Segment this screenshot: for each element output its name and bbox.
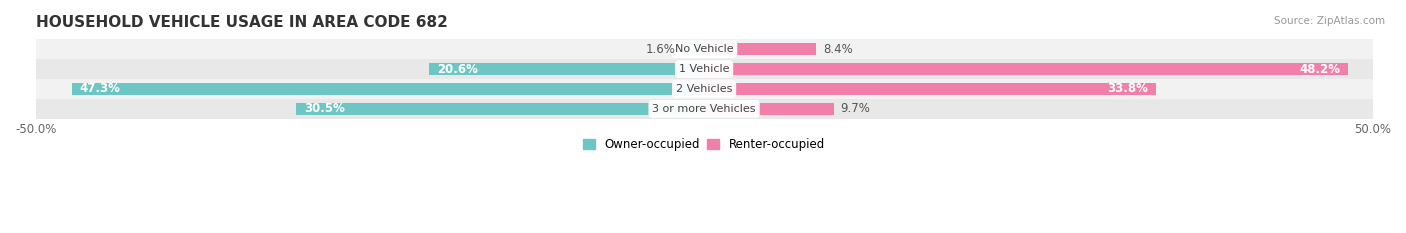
Text: 20.6%: 20.6% bbox=[437, 62, 478, 75]
Text: 1 Vehicle: 1 Vehicle bbox=[679, 64, 730, 74]
Bar bbox=[35, 39, 1372, 59]
Text: 3 or more Vehicles: 3 or more Vehicles bbox=[652, 104, 756, 114]
Bar bbox=[35, 59, 1372, 79]
Bar bbox=[704, 43, 817, 55]
Text: 1.6%: 1.6% bbox=[647, 43, 676, 56]
Bar bbox=[683, 43, 704, 55]
Bar bbox=[704, 103, 834, 115]
Text: 9.7%: 9.7% bbox=[841, 102, 870, 115]
Bar bbox=[704, 63, 1348, 75]
Text: HOUSEHOLD VEHICLE USAGE IN AREA CODE 682: HOUSEHOLD VEHICLE USAGE IN AREA CODE 682 bbox=[35, 15, 447, 30]
Bar bbox=[35, 99, 1372, 119]
Text: 33.8%: 33.8% bbox=[1107, 82, 1147, 96]
Text: 48.2%: 48.2% bbox=[1299, 62, 1340, 75]
Text: 2 Vehicles: 2 Vehicles bbox=[676, 84, 733, 94]
Legend: Owner-occupied, Renter-occupied: Owner-occupied, Renter-occupied bbox=[583, 138, 825, 151]
Text: 30.5%: 30.5% bbox=[304, 102, 346, 115]
Bar bbox=[297, 103, 704, 115]
Text: 47.3%: 47.3% bbox=[80, 82, 121, 96]
Text: 8.4%: 8.4% bbox=[823, 43, 853, 56]
Bar bbox=[704, 83, 1156, 95]
Bar bbox=[429, 63, 704, 75]
Text: No Vehicle: No Vehicle bbox=[675, 44, 734, 54]
Text: Source: ZipAtlas.com: Source: ZipAtlas.com bbox=[1274, 16, 1385, 26]
Bar bbox=[35, 79, 1372, 99]
Bar bbox=[72, 83, 704, 95]
